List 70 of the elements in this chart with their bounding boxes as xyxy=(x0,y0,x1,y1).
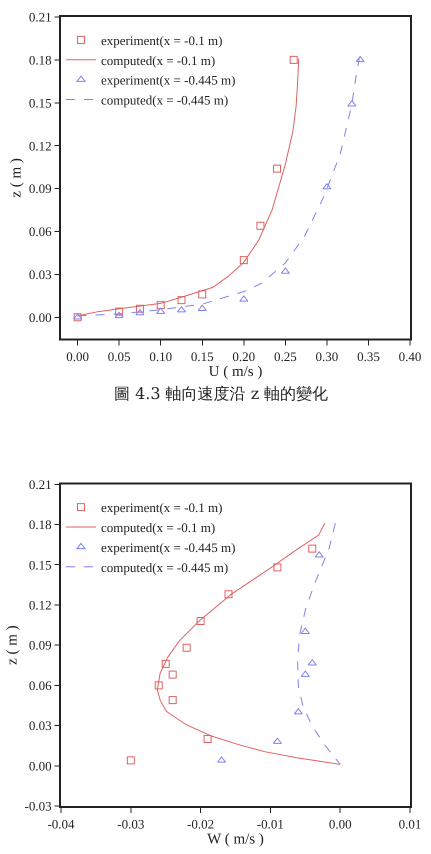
legend-label: experiment(x = -0.1 m) xyxy=(101,500,222,516)
point xyxy=(224,590,233,598)
x-tick-label: 0.20 xyxy=(232,349,256,364)
x-tick-label: -0.03 xyxy=(117,816,144,832)
point xyxy=(114,312,124,318)
point xyxy=(126,756,135,764)
y-tick-label: 0.21 xyxy=(28,10,52,25)
x-axis-title: U ( m/s ) xyxy=(208,364,262,380)
point xyxy=(115,308,124,316)
point xyxy=(217,756,226,763)
y-axis-title: z ( m ) xyxy=(8,158,25,198)
y-tick-label: 0.18 xyxy=(28,52,52,68)
point xyxy=(239,295,248,302)
x-axis-title: W ( m/s ) xyxy=(207,831,264,848)
y-tick-label: 0.09 xyxy=(28,638,52,653)
point xyxy=(156,301,165,310)
y-tick-label: 0.15 xyxy=(28,95,52,110)
legend-label: computed(x = -0.1 m) xyxy=(101,52,216,68)
point xyxy=(168,696,177,704)
point xyxy=(162,660,170,668)
y-tick-label: 0.15 xyxy=(28,557,52,572)
point xyxy=(256,222,264,230)
point xyxy=(308,544,316,553)
legend-label: computed(x = -0.445 m) xyxy=(101,560,228,575)
point xyxy=(204,734,212,743)
point xyxy=(196,617,205,625)
x-tick-label: 0.05 xyxy=(108,349,131,364)
y-tick-label: -0.03 xyxy=(24,798,52,814)
point xyxy=(290,56,298,64)
point xyxy=(273,164,282,173)
point xyxy=(198,290,206,298)
x-tick-label: 0.35 xyxy=(357,349,380,364)
point xyxy=(240,256,248,264)
y-tick-label: 0.03 xyxy=(28,718,52,734)
y-tick-label: 0.00 xyxy=(28,758,52,774)
y-tick-label: 0.00 xyxy=(28,310,52,325)
y-tick-label: 0.03 xyxy=(28,266,52,282)
y-tick-label: 0.09 xyxy=(28,181,52,196)
legend-label: experiment(x = -0.445 m) xyxy=(101,540,236,555)
x-tick-label: -0.02 xyxy=(187,816,214,832)
x-tick-label: 0.25 xyxy=(274,349,297,364)
legend-label: computed(x = -0.1 m) xyxy=(101,520,216,536)
x-tick-label: 0.01 xyxy=(398,816,422,832)
x-tick-label: -0.04 xyxy=(47,816,76,832)
x-tick-label: 0.00 xyxy=(66,349,89,364)
legend-label: computed(x = -0.445 m) xyxy=(101,92,228,108)
caption: 圖 4.3 軸向速度沿 z 軸的變化 xyxy=(114,384,328,403)
x-tick-label: 0.15 xyxy=(190,349,214,364)
point xyxy=(182,644,191,652)
legend-label: experiment(x = -0.445 m) xyxy=(101,72,236,88)
point xyxy=(314,551,324,558)
point xyxy=(177,296,186,304)
y-tick-label: 0.21 xyxy=(28,476,52,492)
point xyxy=(168,670,177,679)
x-tick-label: 0.40 xyxy=(398,349,422,364)
x-tick-label: -0.01 xyxy=(256,816,284,832)
x-tick-label: 0.00 xyxy=(328,816,352,832)
x-tick-label: 0.30 xyxy=(316,349,338,364)
y-tick-label: 0.06 xyxy=(28,224,52,240)
y-tick-label: 0.12 xyxy=(28,138,52,154)
point xyxy=(154,681,163,690)
point xyxy=(136,304,144,313)
y-tick-label: 0.06 xyxy=(28,678,52,693)
legend-label: experiment(x = -0.1 m) xyxy=(101,32,222,48)
x-tick-label: 0.10 xyxy=(149,349,172,364)
point xyxy=(273,563,282,572)
y-tick-label: 0.12 xyxy=(28,597,52,612)
y-tick-label: 0.18 xyxy=(28,517,52,532)
point xyxy=(356,56,365,62)
y-axis-title: z ( m ) xyxy=(4,625,20,665)
